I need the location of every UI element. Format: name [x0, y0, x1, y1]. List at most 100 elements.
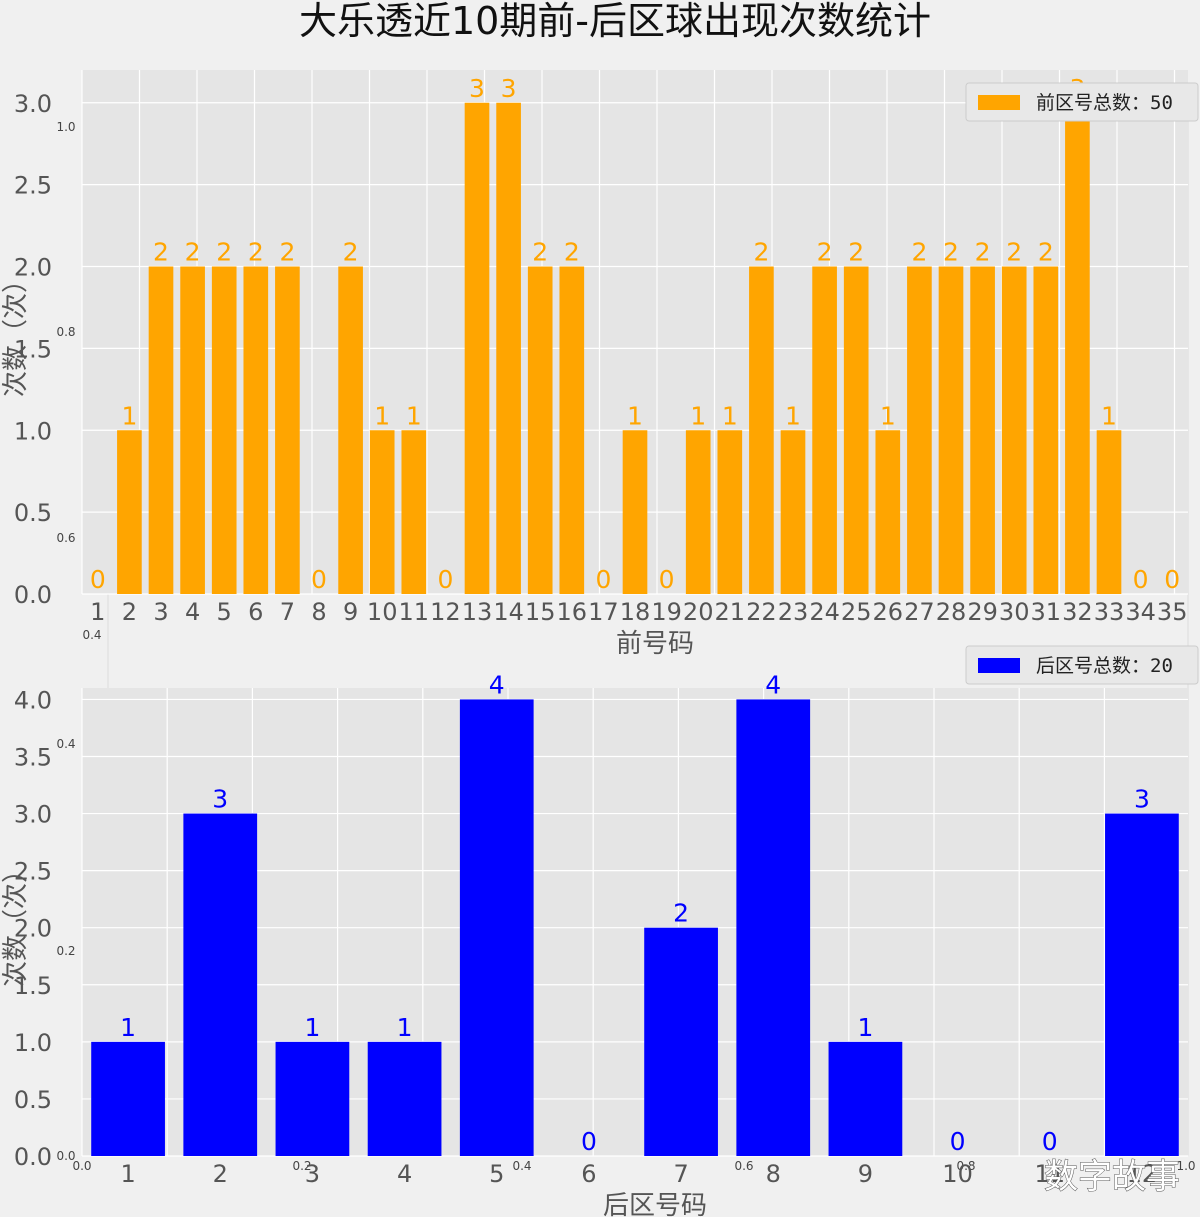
bar-value-label: 1	[627, 401, 643, 430]
x-tick-label: 18	[620, 598, 651, 626]
bar	[938, 266, 964, 594]
x-tick-label: 1	[120, 1160, 135, 1188]
bar-value-label: 3	[212, 785, 228, 814]
x-tick-label: 3	[153, 598, 168, 626]
bar-value-label: 0	[1042, 1127, 1058, 1156]
x-tick-label: 7	[280, 598, 295, 626]
bar-value-label: 2	[216, 238, 232, 267]
background-x-tick: 0.2	[292, 1159, 311, 1173]
x-tick-label: 6	[248, 598, 263, 626]
x-tick-label: 12	[430, 598, 461, 626]
bar	[275, 266, 300, 594]
y-tick-label: 0.5	[14, 499, 52, 527]
x-tick-label: 7	[673, 1160, 688, 1188]
background-y-tick: 0.2	[56, 944, 75, 958]
x-tick-label: 4	[185, 598, 200, 626]
x-tick-label: 35	[1157, 598, 1188, 626]
back-zone-chart: 0.00.51.01.52.02.53.03.54.01132131445062…	[1, 645, 1199, 1217]
x-tick-label: 19	[651, 598, 682, 626]
bar	[243, 266, 269, 594]
background-x-tick: 1.0	[1176, 1159, 1195, 1173]
bar	[1105, 813, 1179, 1156]
bar-value-label: 2	[1038, 238, 1054, 267]
x-tick-label: 11	[1034, 1160, 1065, 1188]
x-tick-label: 8	[311, 598, 326, 626]
bar	[749, 266, 774, 594]
bar-value-label: 2	[753, 238, 769, 267]
bar-value-label: 3	[469, 74, 485, 103]
legend-box	[965, 82, 1199, 122]
x-tick-label: 29	[967, 598, 998, 626]
front-zone-chart: 0.00.51.01.52.02.53.00112232425262708291…	[1, 70, 1199, 659]
x-tick-label: 17	[588, 598, 619, 626]
background-y-tick: 0.4	[82, 628, 101, 642]
x-tick-label: 24	[809, 598, 840, 626]
bar-value-label: 1	[880, 401, 896, 430]
bar-value-label: 0	[581, 1127, 597, 1156]
plot-area	[82, 688, 1188, 1156]
x-tick-label: 32	[1062, 598, 1093, 626]
x-tick-label: 20	[683, 598, 714, 626]
bar-value-label: 2	[975, 238, 991, 267]
x-tick-label: 27	[904, 598, 935, 626]
bar	[527, 266, 553, 594]
x-tick-label: 10	[942, 1160, 973, 1188]
bar	[622, 430, 648, 594]
bar-value-label: 1	[857, 1013, 873, 1042]
x-tick-label: 9	[858, 1160, 873, 1188]
x-tick-label: 12	[1127, 1160, 1158, 1188]
y-tick-label: 1.0	[14, 417, 52, 445]
legend-label: 前区号总数：50	[1036, 92, 1173, 114]
bar-value-label: 0	[950, 1127, 966, 1156]
y-tick-label: 0.5	[14, 1086, 52, 1114]
x-tick-label: 13	[462, 598, 493, 626]
bar	[970, 266, 995, 594]
background-y-tick: 0.0	[56, 1149, 75, 1163]
bar-value-label: 4	[489, 670, 505, 699]
bar-value-label: 1	[785, 401, 801, 430]
x-tick-label: 26	[873, 598, 904, 626]
bar-value-label: 1	[690, 401, 706, 430]
bar-value-label: 2	[1006, 238, 1022, 267]
bar	[812, 266, 837, 594]
bar-value-label: 0	[595, 565, 611, 594]
y-tick-label: 4.0	[14, 686, 52, 714]
bar-value-label: 2	[911, 238, 927, 267]
bar-value-label: 2	[343, 238, 359, 267]
y-tick-label: 3.0	[14, 801, 52, 829]
bar-value-label: 1	[374, 401, 390, 430]
y-tick-label: 3.0	[14, 90, 52, 118]
chart-title: 大乐透近10期前-后区球出现次数统计	[299, 0, 931, 43]
x-tick-label: 3	[305, 1160, 320, 1188]
x-tick-label: 34	[1125, 598, 1156, 626]
legend-box	[965, 645, 1199, 685]
background-y-tick: 0.6	[56, 531, 75, 545]
y-tick-label: 3.5	[14, 743, 52, 771]
x-tick-label: 11	[399, 598, 430, 626]
watermark: 数字故事	[1044, 1157, 1180, 1197]
y-axis-label: 次数（次）	[1, 857, 31, 987]
x-tick-label: 33	[1094, 598, 1125, 626]
x-tick-label: 15	[525, 598, 556, 626]
x-tick-label: 14	[493, 598, 524, 626]
bar-value-label: 1	[397, 1013, 413, 1042]
bar	[780, 430, 806, 594]
bar-value-label: 2	[817, 238, 833, 267]
y-tick-label: 1.5	[14, 972, 52, 1000]
x-tick-label: 28	[936, 598, 967, 626]
x-tick-label: 9	[343, 598, 358, 626]
bar	[559, 266, 585, 594]
x-tick-label: 22	[746, 598, 777, 626]
background-x-tick: 0.0	[72, 1159, 91, 1173]
bar-value-label: 2	[185, 238, 201, 267]
bar-value-label: 3	[501, 74, 517, 103]
background-x-tick: 0.4	[512, 1159, 531, 1173]
bar	[464, 102, 490, 594]
bar	[907, 266, 932, 594]
bar-value-label: 0	[90, 565, 106, 594]
y-tick-label: 2.0	[14, 915, 52, 943]
bar-value-label: 2	[564, 238, 580, 267]
bar	[685, 430, 711, 594]
background-y-tick: 0.4	[56, 737, 75, 751]
